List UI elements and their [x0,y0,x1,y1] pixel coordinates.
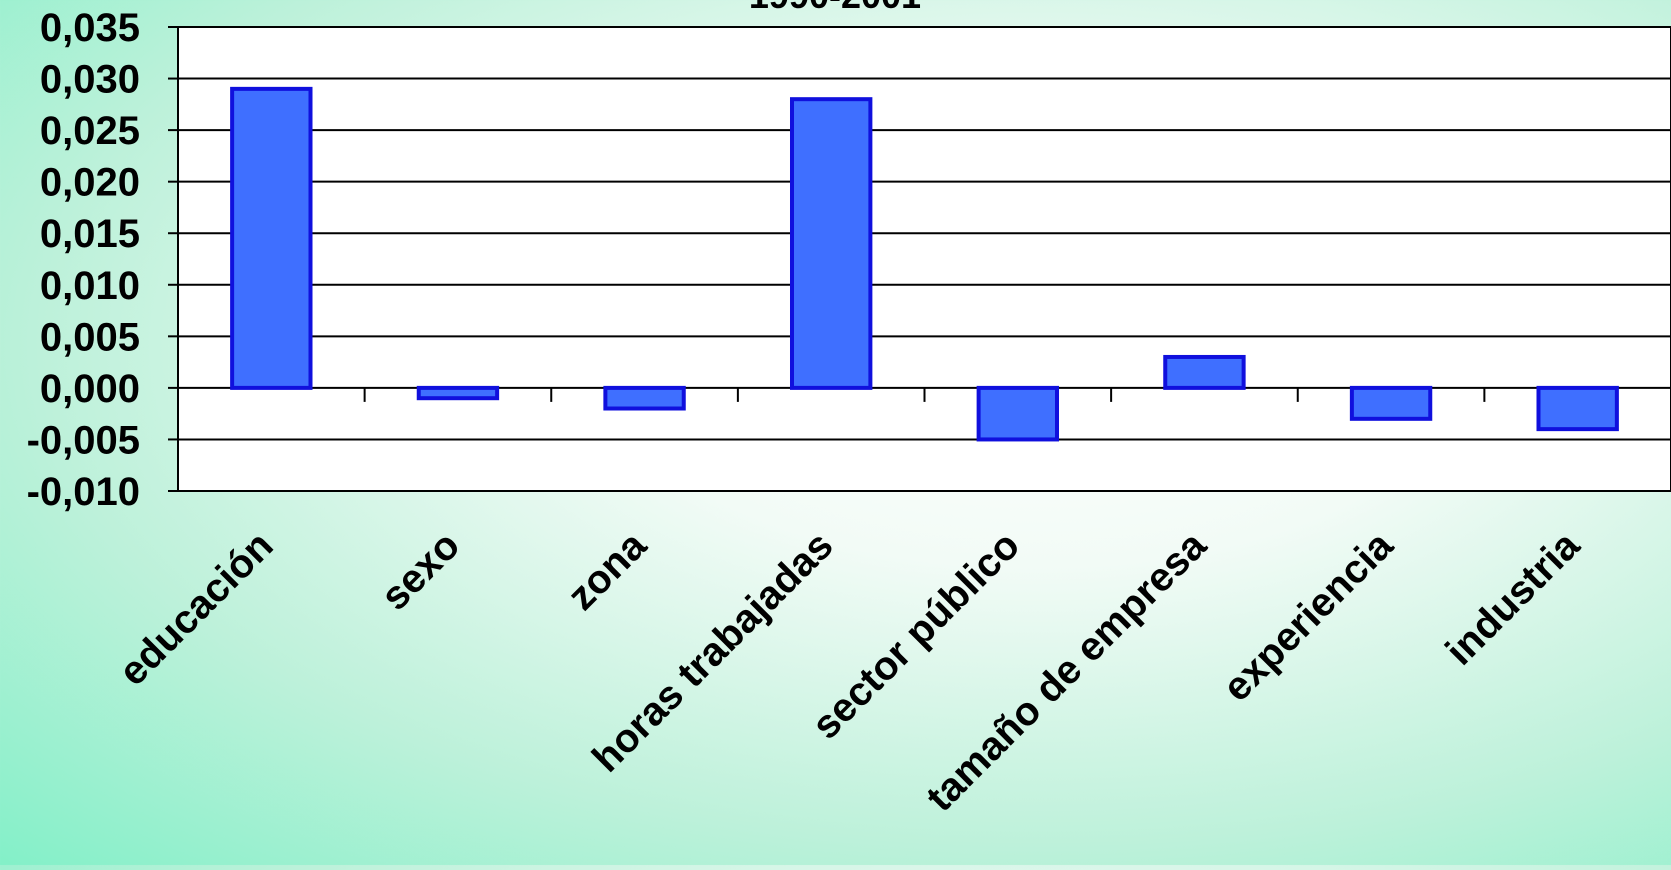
y-tick-label: -0,010 [27,470,140,514]
y-tick-label: 0,000 [40,367,140,411]
y-tick-label: 0,025 [40,109,140,153]
x-category-label: zona [559,523,655,619]
y-axis-tick-labels: -0,010 -0,005 0,000 0,005 0,010 0,015 0,020 0,0… [27,6,140,514]
bar-3 [789,97,873,390]
y-tick-label: 0,015 [40,212,140,256]
gridlines [168,26,1671,492]
plot-area [177,26,1671,492]
x-category-label: experiencia [1215,523,1402,710]
bar-2 [603,385,686,411]
bar-5 [1163,354,1246,390]
x-category-label: educación [111,523,282,694]
y-tick-label: 0,005 [40,315,140,359]
y-tick-label: 0,020 [40,161,140,205]
x-category-label: industria [1438,523,1589,674]
x-category-label: sexo [373,523,469,619]
chart-title: 1990-2001 [749,0,921,16]
y-tick-label: 0,035 [40,6,140,50]
bar-4 [976,385,1060,442]
bar-7 [1536,385,1619,432]
bar-6 [1349,385,1433,421]
bars [230,86,1619,442]
y-tick-label: 0,030 [40,58,140,102]
y-tick-label: 0,010 [40,264,140,308]
bar-0 [230,86,313,390]
y-tick-label: -0,005 [27,418,140,462]
bar-1 [416,385,500,401]
